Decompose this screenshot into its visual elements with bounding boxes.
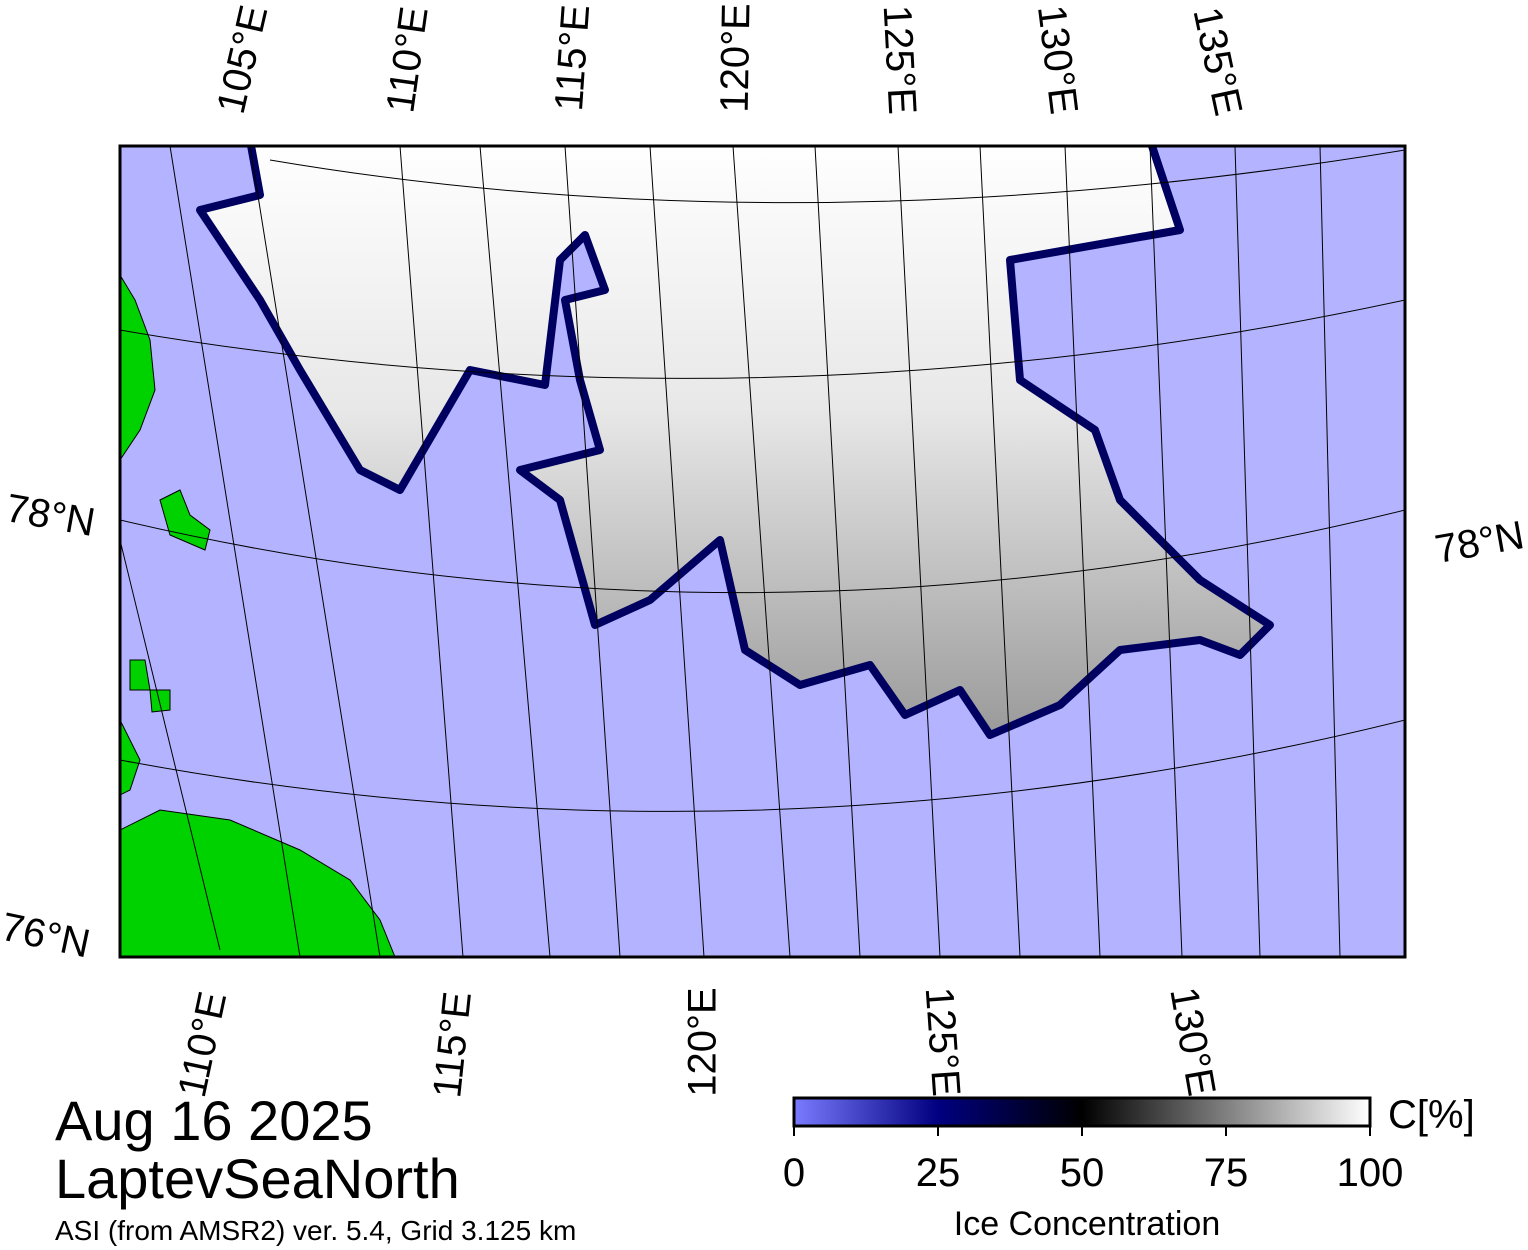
sea-ice [196, 146, 1274, 739]
graticule-label: 120°E [713, 3, 759, 113]
colorbar-tick-label: 25 [916, 1151, 961, 1195]
region: LaptevSeaNorth [55, 1147, 460, 1210]
source: ASI (from AMSR2) ver. 5.4, Grid 3.125 km [55, 1215, 576, 1246]
colorbar [792, 1096, 1372, 1128]
map-frame [118, 144, 1407, 959]
graticule-label: 78°N [1432, 513, 1528, 572]
map-area [120, 146, 1405, 957]
graticule-label: 110°E [170, 988, 235, 1101]
date: Aug 16 2025 [55, 1089, 373, 1152]
graticule-label: 120°E [681, 987, 725, 1096]
graticule-label: 78°N [3, 486, 99, 545]
land [120, 274, 396, 957]
graticule-label: 130°E [1029, 3, 1086, 117]
graticule-label: 130°E [1161, 984, 1223, 1099]
graticule-label: 110°E [378, 4, 436, 116]
colorbar-tick-label: 50 [1060, 1151, 1105, 1195]
colorbar-unit: C[%] [1388, 1093, 1475, 1137]
graticule-label: 105°E [209, 1, 276, 118]
colorbar-tick-label: 75 [1204, 1151, 1249, 1195]
colorbar-label: Ice Concentration [954, 1205, 1221, 1243]
graticule-label: 125°E [875, 4, 925, 116]
graticule-label: 115°E [547, 3, 598, 112]
graticule-label: 115°E [425, 990, 480, 1100]
graticule-label: 76°N [0, 905, 94, 967]
graticule [120, 146, 1405, 957]
colorbar-tick-label: 100 [1337, 1151, 1404, 1195]
colorbar-tick-label: 0 [783, 1151, 805, 1195]
graticule-label: 125°E [917, 986, 969, 1098]
graticule-label: 135°E [1184, 3, 1250, 119]
